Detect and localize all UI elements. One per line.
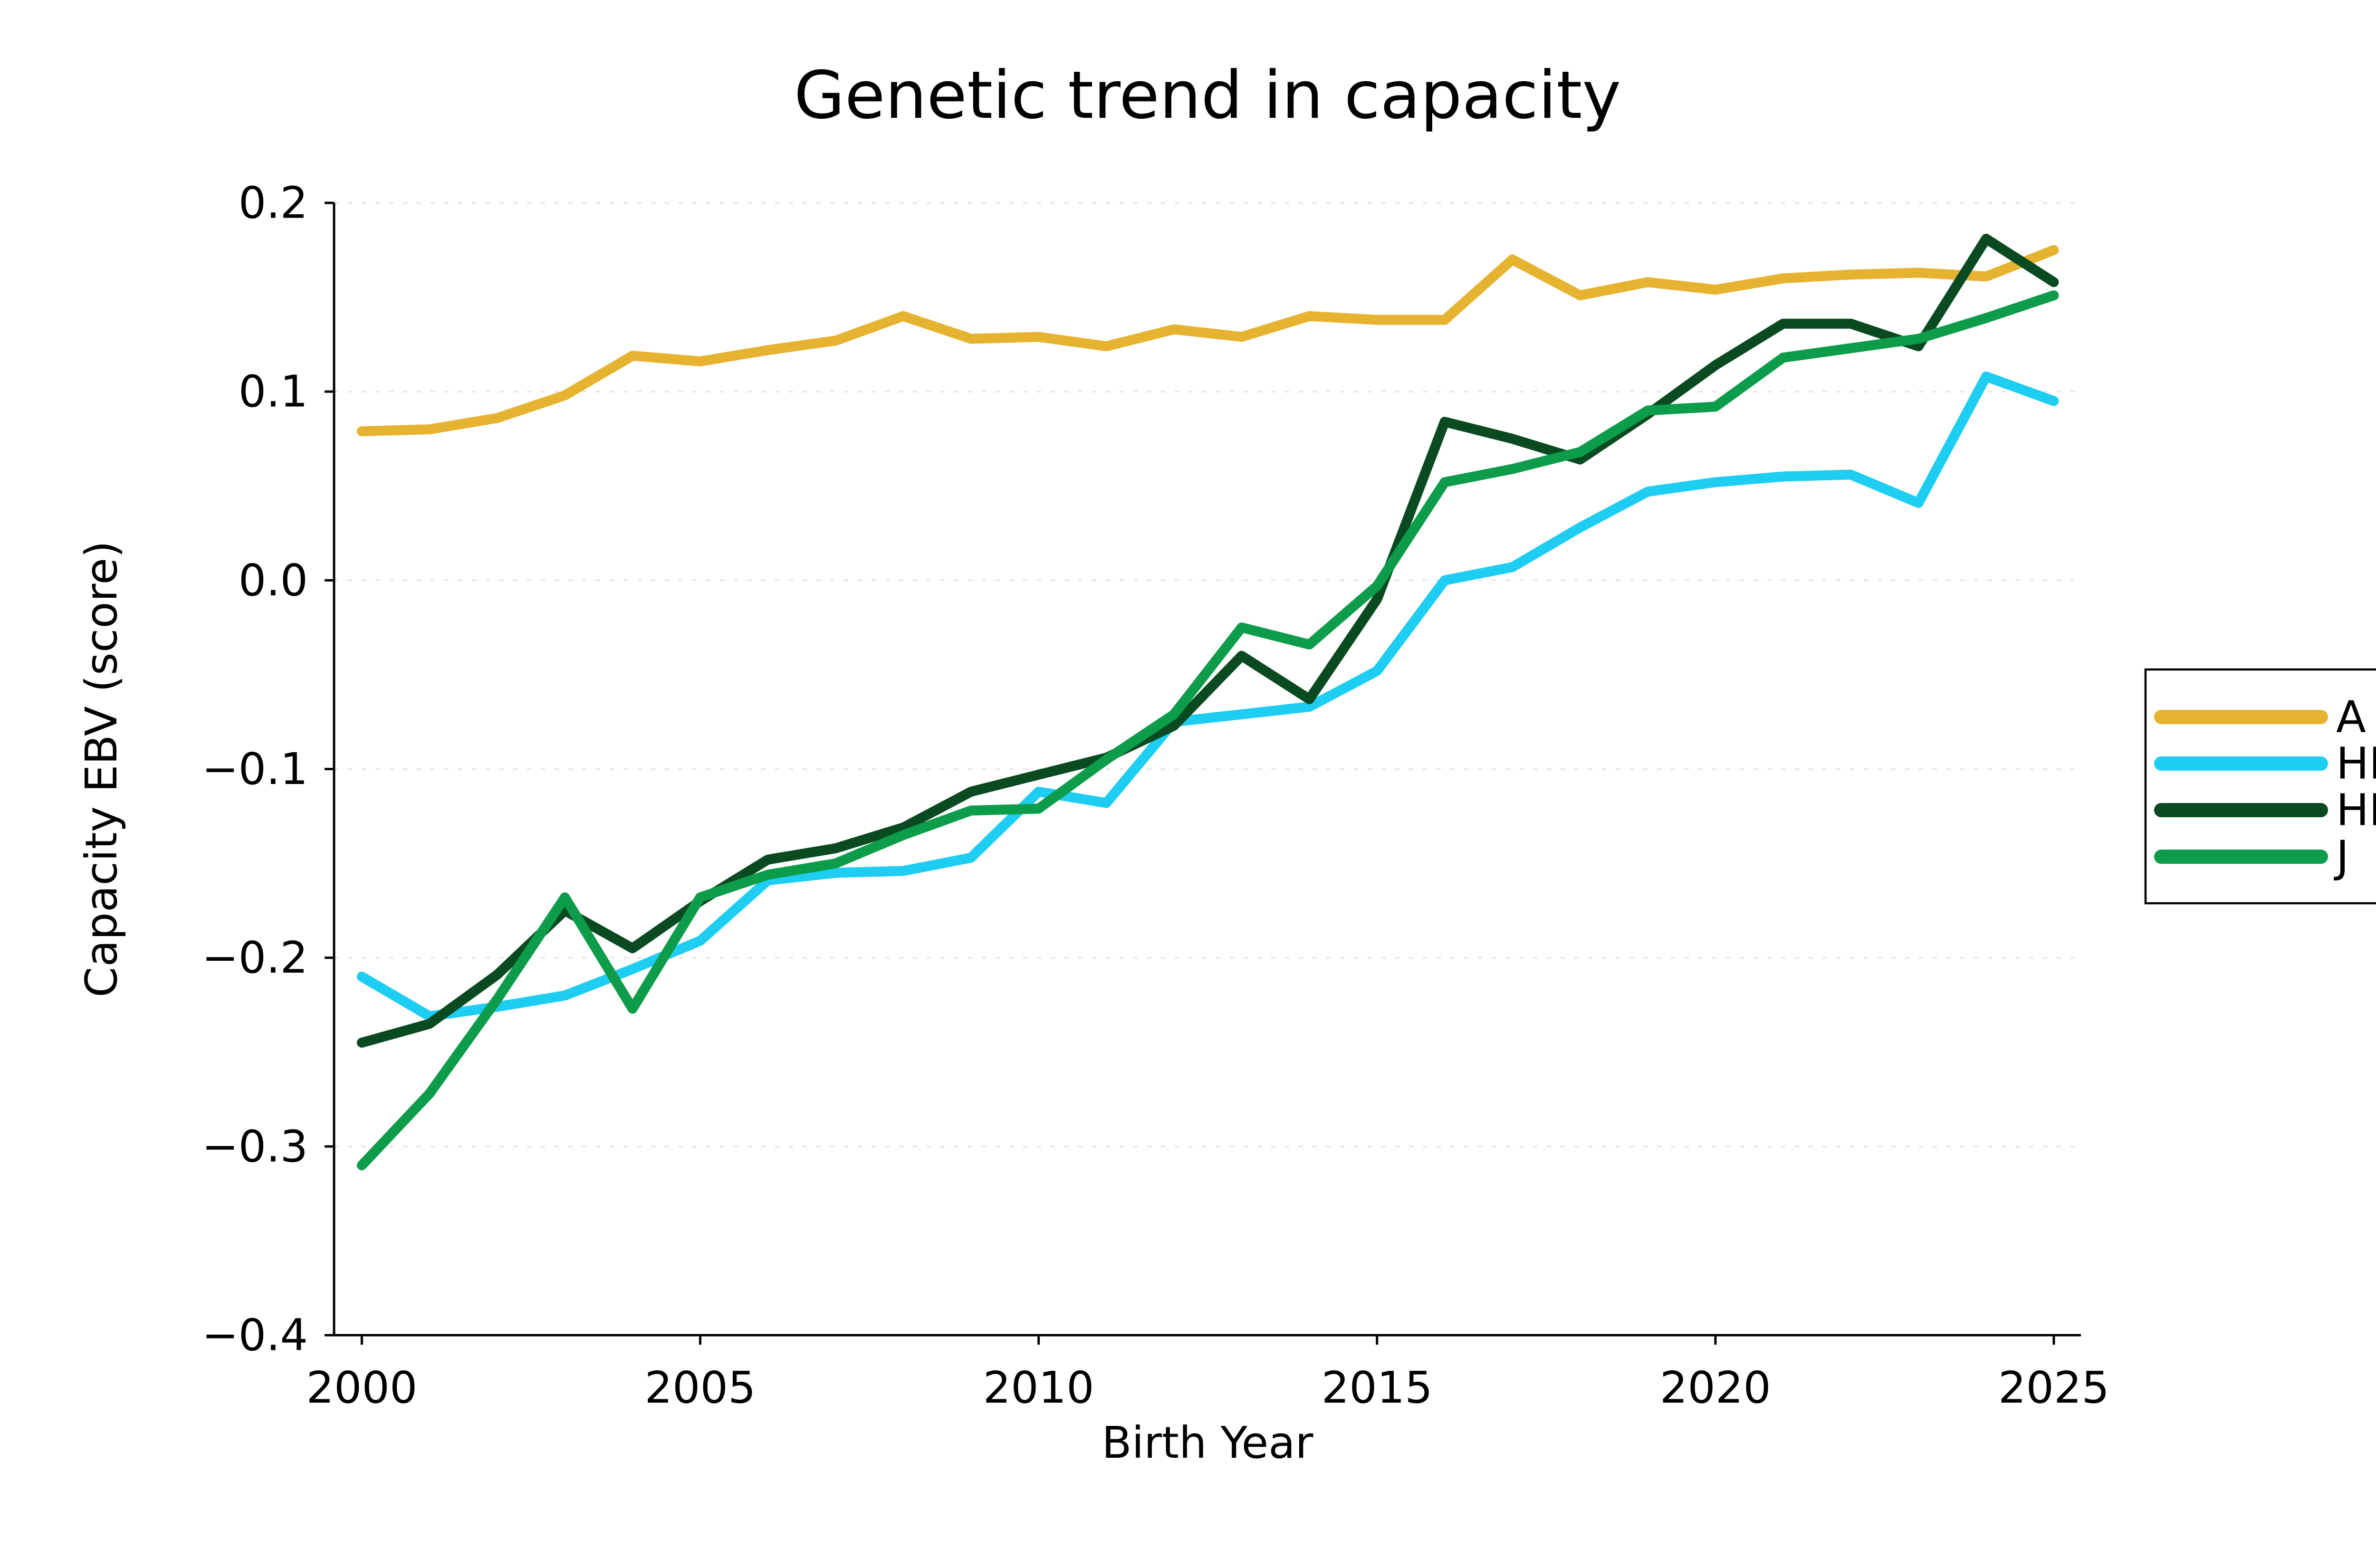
y-tick-label: 0.0 <box>239 555 308 606</box>
y-tick-label: −0.3 <box>202 1121 308 1172</box>
y-tick-label: −0.2 <box>202 932 308 983</box>
x-tick-label: 2005 <box>644 1362 756 1413</box>
legend-label-J: J <box>2334 832 2349 882</box>
x-tick-label: 2010 <box>983 1362 1094 1413</box>
x-axis-label: Birth Year <box>1102 1417 1313 1468</box>
legend-box <box>2144 668 2376 905</box>
y-tick-label: −0.4 <box>202 1310 308 1361</box>
x-tick-label: 2020 <box>1660 1362 1771 1413</box>
x-tick-label: 2025 <box>1998 1362 2109 1413</box>
series-line-J <box>356 290 2059 1171</box>
legend-label-HFJ: HFJ <box>2336 785 2376 836</box>
legend-label-A: A <box>2336 692 2366 743</box>
y-axis-label: Capacity EBV (score) <box>76 541 127 997</box>
chart-title: Genetic trend in capacity <box>794 57 1621 134</box>
series-line-HFJ <box>356 234 2059 1048</box>
y-tick-label: 0.2 <box>239 178 308 229</box>
legend-label-HF: HF <box>2336 738 2376 789</box>
y-tick-label: −0.1 <box>202 744 308 794</box>
y-tick-label: 0.1 <box>239 366 308 417</box>
x-tick-label: 2015 <box>1322 1362 1433 1413</box>
series-line-HF <box>356 371 2059 1022</box>
x-tick-label: 2000 <box>306 1362 417 1413</box>
series-line-A <box>356 245 2059 437</box>
